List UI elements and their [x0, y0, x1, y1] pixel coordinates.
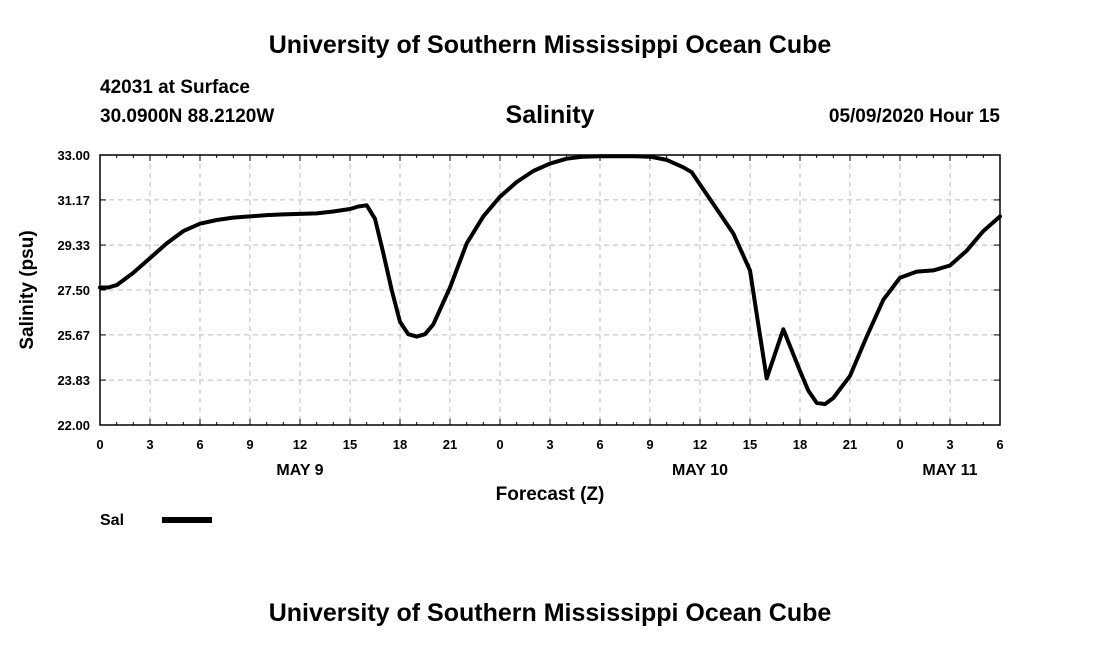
x-date-label: MAY 9: [276, 462, 323, 479]
y-tick-label: 27.50: [57, 283, 90, 298]
x-tick-label: 18: [393, 437, 407, 452]
y-tick-label: 29.33: [57, 238, 90, 253]
x-axis-label: Forecast (Z): [496, 484, 605, 505]
x-tick-label: 0: [96, 437, 103, 452]
x-tick-label: 3: [146, 437, 153, 452]
x-tick-label: 15: [343, 437, 357, 452]
y-tick-label: 22.00: [57, 418, 90, 433]
legend-label: Sal: [100, 512, 124, 529]
grid-lines: [100, 155, 1000, 425]
x-date-label: MAY 10: [672, 462, 728, 479]
x-tick-label: 21: [843, 437, 857, 452]
x-tick-label: 9: [646, 437, 653, 452]
forecast-datetime: 05/09/2020 Hour 15: [828, 106, 1000, 127]
x-tick-label: 6: [996, 437, 1003, 452]
y-tick-label: 31.17: [57, 193, 90, 208]
location-coordinates: 30.0900N 88.2120W: [100, 106, 275, 127]
y-axis-label: Salinity (psu): [17, 230, 38, 349]
tick-labels: 0 3 6 9 12 15 18 21 0 3 6 9 12 15 18 21 0 3 6 22.00 23.83 25.…: [57, 148, 1003, 479]
x-tick-label: 3: [946, 437, 953, 452]
x-tick-label: 6: [196, 437, 203, 452]
series-line-sal: [98, 154, 1002, 407]
x-tick-label: 3: [546, 437, 553, 452]
x-tick-label: 0: [896, 437, 903, 452]
x-tick-label: 12: [293, 437, 307, 452]
x-tick-label: 15: [743, 437, 757, 452]
y-tick-label: 25.67: [57, 328, 90, 343]
chart-title: Salinity: [505, 101, 595, 129]
x-tick-label: 12: [693, 437, 707, 452]
x-tick-label: 0: [496, 437, 503, 452]
station-label: 42031 at Surface: [100, 77, 250, 98]
x-tick-label: 21: [443, 437, 457, 452]
main-title: University of Southern Mississippi Ocean…: [268, 31, 832, 59]
x-tick-label: 18: [793, 437, 807, 452]
x-date-label: MAY 11: [922, 462, 977, 479]
y-tick-label: 23.83: [57, 373, 90, 388]
y-tick-label: 33.00: [57, 148, 90, 163]
x-tick-label: 9: [246, 437, 253, 452]
axis-ticks: [99, 154, 1001, 426]
x-tick-label: 6: [596, 437, 603, 452]
footer-title: University of Southern Mississippi Ocean…: [268, 599, 832, 627]
